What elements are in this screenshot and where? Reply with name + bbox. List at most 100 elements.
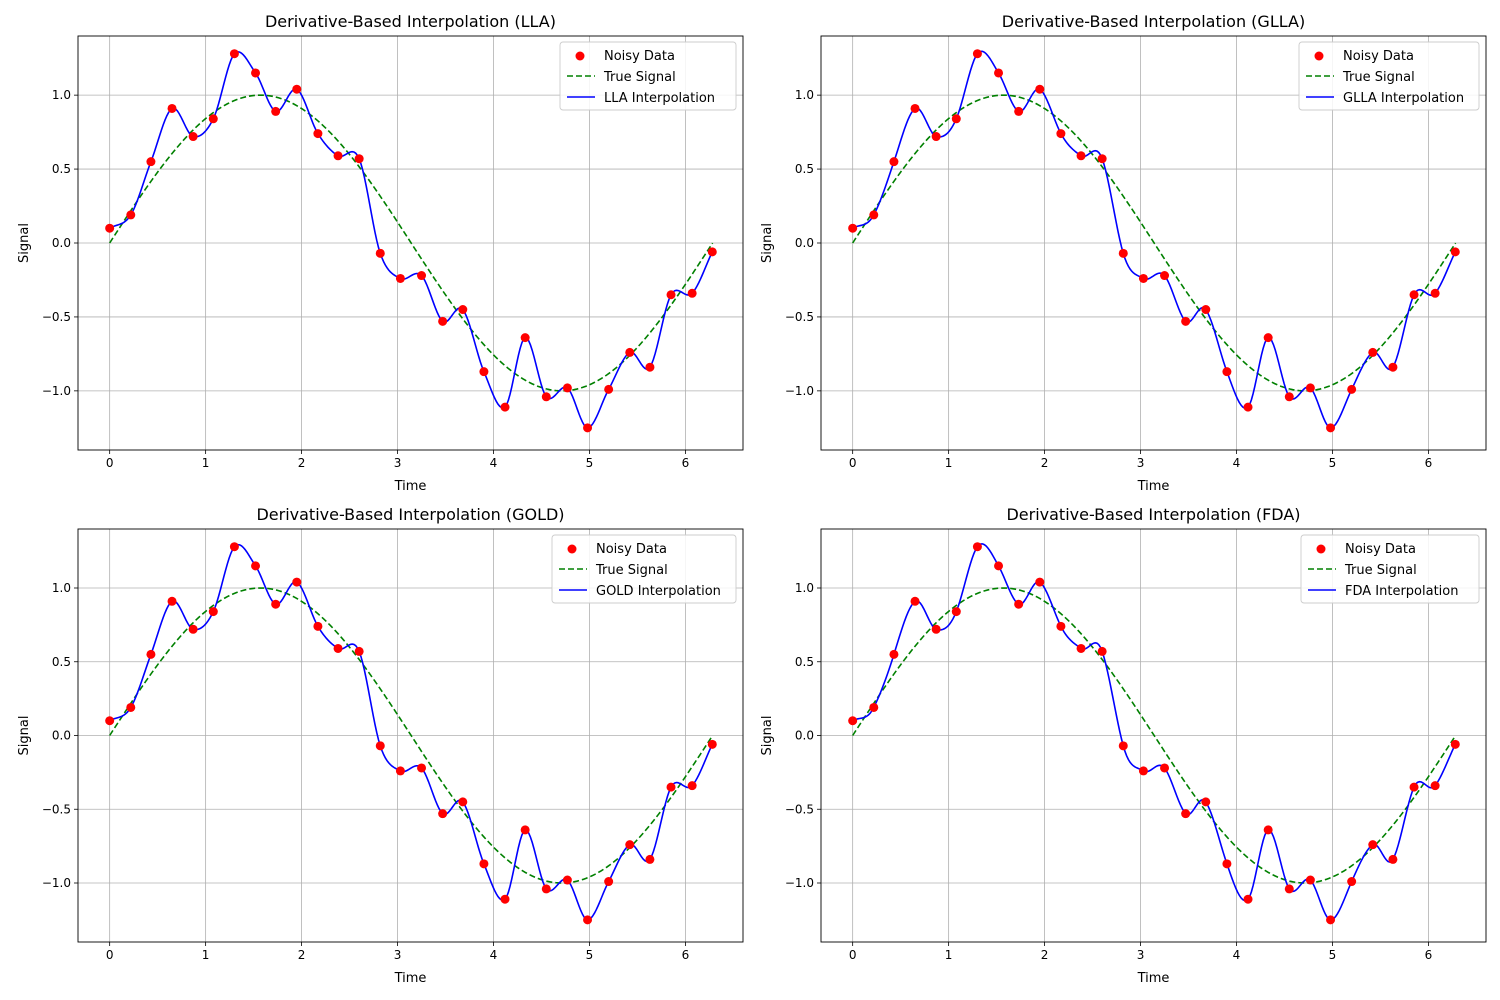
noisy-data-point — [355, 154, 364, 163]
noisy-data-point — [1388, 855, 1397, 864]
y-tick-label: −0.5 — [785, 802, 814, 816]
noisy-data-point — [1139, 766, 1148, 775]
noisy-data-point — [1119, 741, 1128, 750]
noisy-data-point — [604, 877, 613, 886]
noisy-data-point — [667, 783, 676, 792]
y-axis-label: Signal — [760, 223, 775, 263]
noisy-data-point — [1368, 840, 1377, 849]
noisy-data-point — [1410, 783, 1419, 792]
legend-interp-label: FDA Interpolation — [1345, 584, 1458, 599]
legend-true-signal-label: True Signal — [603, 70, 676, 85]
y-tick-label: −0.5 — [785, 310, 814, 324]
noisy-data-point — [1139, 274, 1148, 283]
noisy-data-point — [501, 403, 510, 412]
noisy-data-point — [521, 825, 530, 834]
noisy-data-point — [417, 271, 426, 280]
y-tick-label: −1.0 — [785, 384, 814, 398]
noisy-data-point — [1306, 876, 1315, 885]
noisy-data-point — [1160, 271, 1169, 280]
noisy-data-point — [583, 423, 592, 432]
legend-interp-label: GLLA Interpolation — [1343, 91, 1464, 106]
noisy-data-point — [458, 797, 467, 806]
noisy-data-point — [1451, 740, 1460, 749]
noisy-data-point — [1285, 392, 1294, 401]
noisy-data-point — [688, 781, 697, 790]
subplot-title: Derivative-Based Interpolation (LLA) — [265, 12, 556, 31]
noisy-data-point — [1347, 877, 1356, 886]
noisy-data-point — [932, 625, 941, 634]
x-axis-label: Time — [394, 971, 427, 986]
noisy-data-point — [292, 578, 301, 587]
x-tick-label: 1 — [945, 948, 953, 962]
noisy-data-point — [251, 68, 260, 77]
subplot-title: Derivative-Based Interpolation (FDA) — [1006, 505, 1300, 524]
noisy-data-point — [1264, 333, 1273, 342]
legend-interp-label: GOLD Interpolation — [596, 584, 721, 599]
noisy-data-point — [168, 597, 177, 606]
noisy-data-point — [396, 274, 405, 283]
x-tick-label: 5 — [586, 948, 594, 962]
noisy-data-point — [911, 597, 920, 606]
x-tick-label: 2 — [298, 948, 306, 962]
legend-noisy-label: Noisy Data — [1345, 542, 1416, 557]
x-tick-label: 1 — [202, 456, 210, 470]
noisy-data-point — [1410, 290, 1419, 299]
noisy-data-point — [376, 741, 385, 750]
x-tick-label: 2 — [1041, 948, 1049, 962]
noisy-data-point — [1285, 884, 1294, 893]
x-tick-label: 0 — [849, 948, 857, 962]
y-tick-label: 0.5 — [52, 655, 71, 669]
noisy-data-point — [889, 157, 898, 166]
x-tick-label: 5 — [1329, 456, 1337, 470]
noisy-data-point — [189, 625, 198, 634]
x-tick-label: 6 — [1425, 456, 1433, 470]
y-tick-label: 1.0 — [52, 581, 71, 595]
noisy-data-point — [251, 561, 260, 570]
noisy-data-point — [1014, 107, 1023, 116]
legend-true-signal-label: True Signal — [595, 563, 668, 578]
noisy-data-point — [973, 542, 982, 551]
noisy-data-point — [271, 600, 280, 609]
noisy-data-point — [1077, 151, 1086, 160]
y-axis-label: Signal — [760, 716, 775, 756]
noisy-data-point — [146, 157, 155, 166]
noisy-data-point — [994, 68, 1003, 77]
y-axis-label: Signal — [17, 223, 32, 263]
noisy-data-point — [952, 607, 961, 616]
x-tick-label: 2 — [1041, 456, 1049, 470]
noisy-data-point — [994, 561, 1003, 570]
y-tick-label: −1.0 — [42, 876, 71, 890]
noisy-data-point — [313, 129, 322, 138]
x-tick-label: 0 — [106, 948, 114, 962]
x-tick-label: 1 — [202, 948, 210, 962]
noisy-data-point — [1264, 825, 1273, 834]
y-tick-label: 0.0 — [52, 729, 71, 743]
x-tick-label: 5 — [1329, 948, 1337, 962]
noisy-data-point — [583, 915, 592, 924]
x-tick-label: 3 — [394, 456, 402, 470]
noisy-data-point — [1098, 154, 1107, 163]
y-axis-label: Signal — [17, 716, 32, 756]
noisy-data-point — [848, 224, 857, 233]
noisy-data-point — [1056, 622, 1065, 631]
y-tick-label: 0.0 — [52, 236, 71, 250]
legend-noisy-label: Noisy Data — [1343, 49, 1414, 64]
noisy-data-point — [189, 132, 198, 141]
noisy-data-point — [458, 305, 467, 314]
x-tick-label: 6 — [682, 948, 690, 962]
x-tick-label: 2 — [298, 456, 306, 470]
x-tick-label: 0 — [849, 456, 857, 470]
noisy-data-point — [521, 333, 530, 342]
noisy-data-point — [869, 703, 878, 712]
noisy-data-point — [146, 650, 155, 659]
noisy-data-point — [1222, 859, 1231, 868]
noisy-data-point — [1077, 644, 1086, 653]
noisy-data-point — [604, 385, 613, 394]
noisy-data-point — [1388, 363, 1397, 372]
legend: Noisy Data True Signal GLLA Interpolation — [1299, 42, 1479, 110]
y-tick-label: 0.5 — [795, 655, 814, 669]
legend-interp-label: LLA Interpolation — [604, 91, 715, 106]
noisy-data-point — [417, 763, 426, 772]
